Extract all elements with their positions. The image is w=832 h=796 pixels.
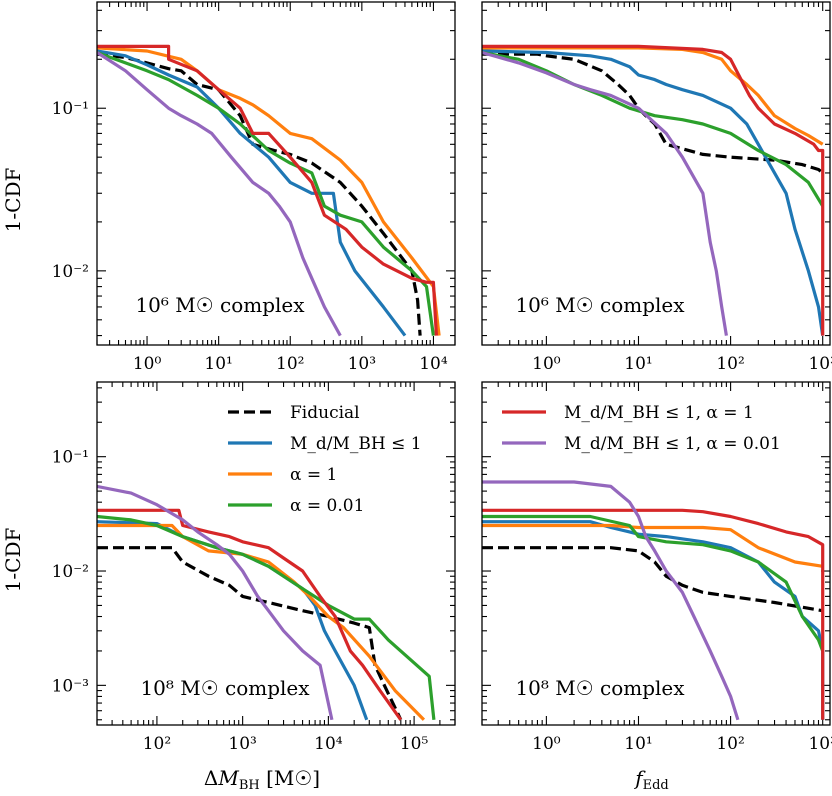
y-tick-label: 10⁻¹ (52, 99, 89, 119)
series-group (97, 44, 441, 337)
legend-label: α = 1 (290, 465, 337, 485)
legend-label: M_d/M_BH ≤ 1 (290, 434, 422, 454)
y-tick-label: 10⁻³ (52, 676, 89, 696)
series-line-m-d-m-bh-1 (482, 520, 825, 720)
x-tick-label: 10¹ (624, 354, 652, 374)
xlabel-bottom-right: fEdd (633, 766, 669, 793)
legend-label: M_d/M_BH ≤ 1, α = 0.01 (564, 434, 781, 454)
series-line-m-d-m-bh-1-0-01 (482, 50, 728, 336)
y-tick-label: 10⁻² (52, 262, 89, 282)
x-tick-label: 10⁴ (419, 354, 448, 374)
series-line--1 (97, 46, 441, 336)
x-tick-label: 10³ (228, 734, 256, 754)
series-line-fiducial (97, 52, 422, 336)
x-tick-label: 10² (143, 734, 171, 754)
series-line--1 (482, 46, 824, 146)
panel-top-right: 10⁰ 10¹ 10² 10³ 10⁶ M☉ complex (481, 1, 832, 374)
series-line-m-d-m-bh-1-1 (482, 508, 825, 720)
panel-label: 10⁸ M☉ complex (515, 676, 685, 700)
legend-label: α = 0.01 (290, 496, 364, 516)
series-line--0-01 (482, 514, 825, 652)
xlabel-delta: Δ (204, 766, 218, 790)
ylabel-top: 1-CDF (1, 168, 25, 233)
panel-label: 10⁸ M☉ complex (140, 676, 310, 700)
x-tick-label: 10³ (808, 734, 832, 754)
series-line-fiducial (97, 546, 403, 721)
xlabel-m: M (217, 766, 239, 790)
x-tick-label: 10³ (808, 354, 832, 374)
series-line--1 (482, 523, 823, 568)
axes-frame (96, 381, 456, 726)
panel-top-left: 10⁰ 10¹ 10² 10³ 10⁴ 10⁻² 10⁻¹ 10⁶ M☉ complex (52, 1, 456, 374)
y-tick-label: 10⁻² (52, 562, 89, 582)
panel-bottom-right: 10⁰ 10¹ 10² 10³ 10⁸ M☉ complex (481, 381, 832, 754)
axes-frame (481, 1, 831, 346)
series-line-m-d-m-bh-1-0-01 (97, 51, 342, 337)
series-line-m-d-m-bh-1-0-01 (97, 484, 334, 721)
legend-label: M_d/M_BH ≤ 1, α = 1 (564, 403, 754, 423)
series-line-m-d-m-bh-1 (97, 49, 407, 337)
x-tick-label: 10² (276, 354, 304, 374)
x-tick-label: 10⁰ (133, 354, 162, 374)
x-tick-label: 10² (716, 354, 744, 374)
x-tick-label: 10¹ (204, 354, 232, 374)
x-tick-label: 10⁴ (314, 734, 343, 754)
ticks (96, 2, 456, 345)
xlabel-bottom-left: ΔMBH [M☉] (204, 766, 320, 793)
x-tick-label: 10¹ (624, 734, 652, 754)
xlabel-sub: BH (239, 778, 260, 793)
legend-right: M_d/M_BH ≤ 1, α = 1 M_d/M_BH ≤ 1, α = 0.0… (502, 403, 781, 454)
panel-label: 10⁶ M☉ complex (135, 293, 305, 317)
y-tick-label: 10⁻¹ (52, 448, 89, 468)
ylabel-bottom: 1-CDF (1, 528, 25, 593)
xlabel-edd: Edd (643, 778, 669, 793)
x-tick-label: 10³ (348, 354, 376, 374)
series-line-m-d-m-bh-1 (482, 49, 825, 336)
series-line--0-01 (97, 514, 436, 720)
series-line-m-d-m-bh-1-1 (482, 44, 825, 336)
series-line--0-01 (97, 50, 435, 336)
ticks (481, 382, 830, 725)
axes-frame (481, 381, 831, 726)
series-line-m-d-m-bh-1-0-01 (482, 480, 740, 721)
legend-label: Fiducial (290, 403, 360, 423)
ticks (96, 382, 456, 725)
x-tick-label: 10⁰ (532, 354, 561, 374)
axes-frame (96, 1, 456, 346)
panel-bottom-left: 10² 10³ 10⁴ 10⁵ 10⁻³ 10⁻² 10⁻¹ 10⁸ M☉ complex (52, 381, 456, 754)
panel-label: 10⁶ M☉ complex (515, 293, 685, 317)
series-group (482, 44, 825, 336)
series-line-m-d-m-bh-1-1 (97, 44, 438, 336)
x-tick-label: 10² (716, 734, 744, 754)
xlabel-unit: [M☉] (260, 766, 320, 790)
legend-left: Fiducial M_d/M_BH ≤ 1 α = 1 α = 0.01 (228, 403, 422, 516)
x-tick-label: 10⁵ (400, 734, 429, 754)
series-line--0-01 (482, 50, 825, 207)
x-tick-label: 10⁰ (532, 734, 561, 754)
series-group (97, 484, 436, 721)
series-group (482, 480, 825, 721)
